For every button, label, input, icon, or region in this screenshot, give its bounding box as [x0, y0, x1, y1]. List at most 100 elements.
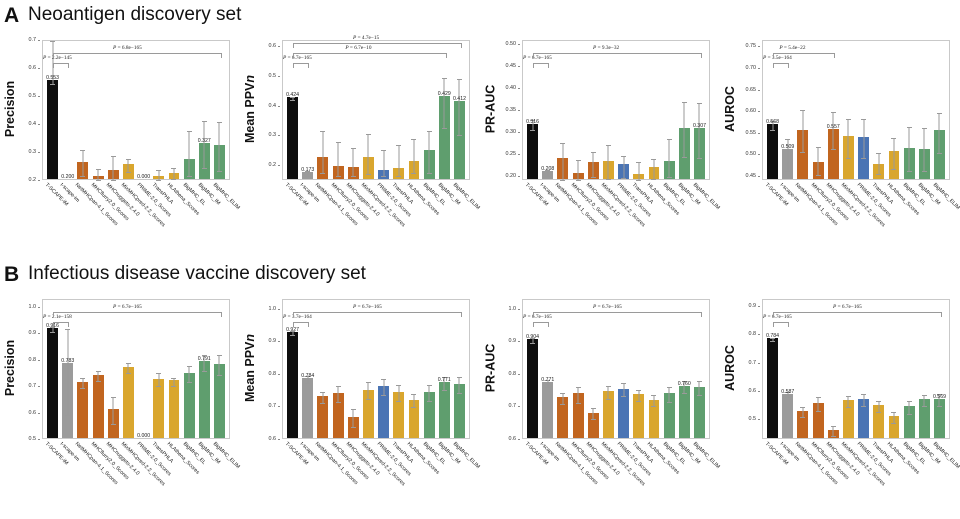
bar-slot — [586, 41, 601, 179]
bar[interactable] — [438, 382, 450, 438]
bar-slot — [91, 300, 106, 438]
significance-tick — [292, 53, 294, 58]
bar[interactable] — [47, 80, 59, 179]
bar[interactable] — [47, 328, 59, 438]
error-bar — [307, 376, 309, 384]
bar[interactable] — [873, 404, 885, 438]
bar[interactable] — [454, 383, 465, 438]
error-bar — [173, 167, 175, 180]
bar-slot — [422, 300, 437, 438]
error-bar — [428, 130, 430, 175]
bar[interactable] — [527, 339, 539, 438]
bar[interactable] — [168, 380, 180, 438]
error-bar — [67, 329, 69, 416]
significance-p-value: P = 5.4e−22 — [779, 45, 806, 51]
error-bar — [863, 394, 865, 407]
y-axis-tick: 0.8 — [268, 370, 280, 377]
y-axis-ticks: 0.5 0.6 0.7 0.8 0.9 — [720, 299, 760, 439]
bar[interactable] — [918, 399, 930, 438]
bar[interactable] — [842, 400, 854, 438]
bar[interactable] — [378, 386, 390, 438]
significance-tick — [532, 312, 534, 317]
bar-slot — [662, 41, 677, 179]
bar[interactable] — [934, 398, 945, 438]
bar[interactable] — [423, 391, 435, 438]
bar[interactable] — [648, 399, 660, 438]
bar[interactable] — [797, 130, 809, 179]
bar-slot: 0.553 — [45, 41, 60, 179]
y-axis-tick: 0.50 — [745, 151, 760, 158]
bar[interactable] — [934, 130, 945, 179]
plot-area: 0.916 0.783 0.000 0.791 P = 2.1e−158 P = 6.7e… — [42, 299, 230, 439]
bar[interactable] — [542, 382, 554, 438]
bar[interactable] — [633, 394, 645, 438]
y-axis-tick: 1.0 — [28, 303, 40, 310]
bar-slot — [601, 300, 616, 438]
bar[interactable] — [332, 392, 344, 438]
significance-tick — [772, 322, 774, 327]
significance-tick — [292, 312, 294, 317]
bar-group: 0.553 0.200 0.000 0.327 — [43, 41, 229, 181]
bar[interactable] — [527, 123, 539, 179]
bar[interactable] — [183, 373, 195, 438]
bar[interactable] — [557, 396, 569, 438]
bar[interactable] — [888, 415, 900, 438]
bar[interactable] — [454, 100, 465, 179]
bar[interactable] — [618, 388, 630, 438]
bar[interactable] — [77, 382, 89, 438]
bar[interactable] — [782, 393, 794, 438]
bar-slot — [616, 300, 631, 438]
y-axis-tick: 0.6 — [28, 65, 40, 71]
x-axis-labels: T-SCAPE-iM t-scape-im NetMHCpan-4.1_Scores… — [522, 441, 721, 513]
bar[interactable] — [317, 396, 329, 438]
bar[interactable] — [408, 399, 420, 438]
bar[interactable] — [92, 374, 104, 438]
bar[interactable] — [903, 406, 915, 438]
error-bar — [97, 371, 99, 383]
error-bar — [847, 396, 849, 409]
bar-slot — [871, 41, 886, 179]
bar[interactable] — [198, 361, 210, 438]
bar[interactable] — [602, 391, 614, 438]
chart-b-precision: Precision0.50.60.70.80.91.00.9160.7830.0… — [0, 293, 241, 518]
bar[interactable] — [797, 410, 809, 438]
bar[interactable] — [572, 393, 584, 438]
error-bar — [532, 119, 534, 131]
error-bar — [383, 379, 385, 397]
bar-slot: 0.569 — [932, 300, 947, 438]
bar[interactable] — [827, 128, 839, 179]
bar[interactable] — [153, 378, 165, 438]
y-axis-tick: 0.65 — [745, 86, 760, 93]
bar[interactable] — [858, 398, 870, 438]
bar[interactable] — [214, 364, 225, 438]
bar[interactable] — [287, 97, 299, 179]
bar-slot — [932, 41, 947, 179]
error-bar — [292, 97, 294, 102]
bar[interactable] — [767, 123, 779, 179]
bar[interactable] — [587, 412, 599, 438]
y-axis-tick: 1.0 — [508, 305, 520, 312]
bar[interactable] — [678, 385, 690, 438]
significance-tick — [788, 322, 789, 327]
significance-p-value: P = 6.7e−165 — [353, 304, 382, 310]
bar[interactable] — [393, 391, 405, 438]
y-axis-tick: 0.4 — [268, 102, 280, 109]
bar[interactable] — [287, 331, 299, 438]
bar[interactable] — [122, 366, 134, 438]
error-bar — [592, 408, 594, 421]
bar[interactable] — [438, 95, 450, 179]
bar-slot — [795, 300, 810, 438]
significance-p-value: P = 6.7e−165 — [113, 304, 142, 310]
bar[interactable] — [812, 402, 824, 438]
error-bar — [878, 153, 880, 175]
bar[interactable] — [302, 378, 314, 438]
bar[interactable] — [694, 386, 705, 438]
error-bar — [623, 155, 625, 180]
bar[interactable] — [362, 389, 374, 438]
bar-slot — [856, 300, 871, 438]
bar-slot — [331, 300, 346, 438]
bar-slot: 0.000 — [136, 41, 151, 180]
bar-slot: 0.771 — [437, 300, 452, 438]
bar[interactable] — [663, 393, 675, 438]
bar[interactable] — [767, 337, 779, 438]
